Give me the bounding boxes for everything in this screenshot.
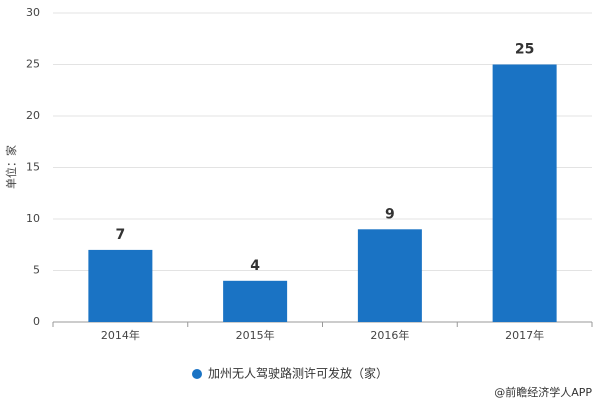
bar	[357, 229, 422, 322]
x-tick-label: 2016年	[370, 328, 409, 342]
data-label: 7	[116, 227, 126, 243]
source: @前瞻经济学人APP	[494, 385, 592, 399]
y-axis-label: 单位：家	[4, 145, 18, 189]
y-tick-label: 20	[26, 109, 40, 122]
y-tick-label: 5	[33, 264, 40, 277]
data-label: 9	[385, 206, 395, 222]
y-tick-label: 30	[26, 6, 40, 19]
x-tick-label: 2014年	[101, 328, 140, 342]
data-label: 4	[250, 258, 260, 274]
legend-marker	[192, 369, 202, 379]
bar	[492, 64, 557, 322]
y-tick-label: 15	[26, 161, 40, 174]
y-tick-label: 10	[26, 212, 40, 225]
x-tick-label: 2017年	[505, 328, 544, 342]
y-tick-label: 25	[26, 58, 40, 71]
legend-label: 加州无人驾驶路测许可发放（家）	[208, 366, 388, 381]
data-label: 25	[515, 42, 534, 58]
x-tick-label: 2015年	[236, 328, 275, 342]
y-tick-label: 0	[33, 315, 40, 328]
bar	[88, 249, 153, 322]
bar	[223, 280, 288, 322]
